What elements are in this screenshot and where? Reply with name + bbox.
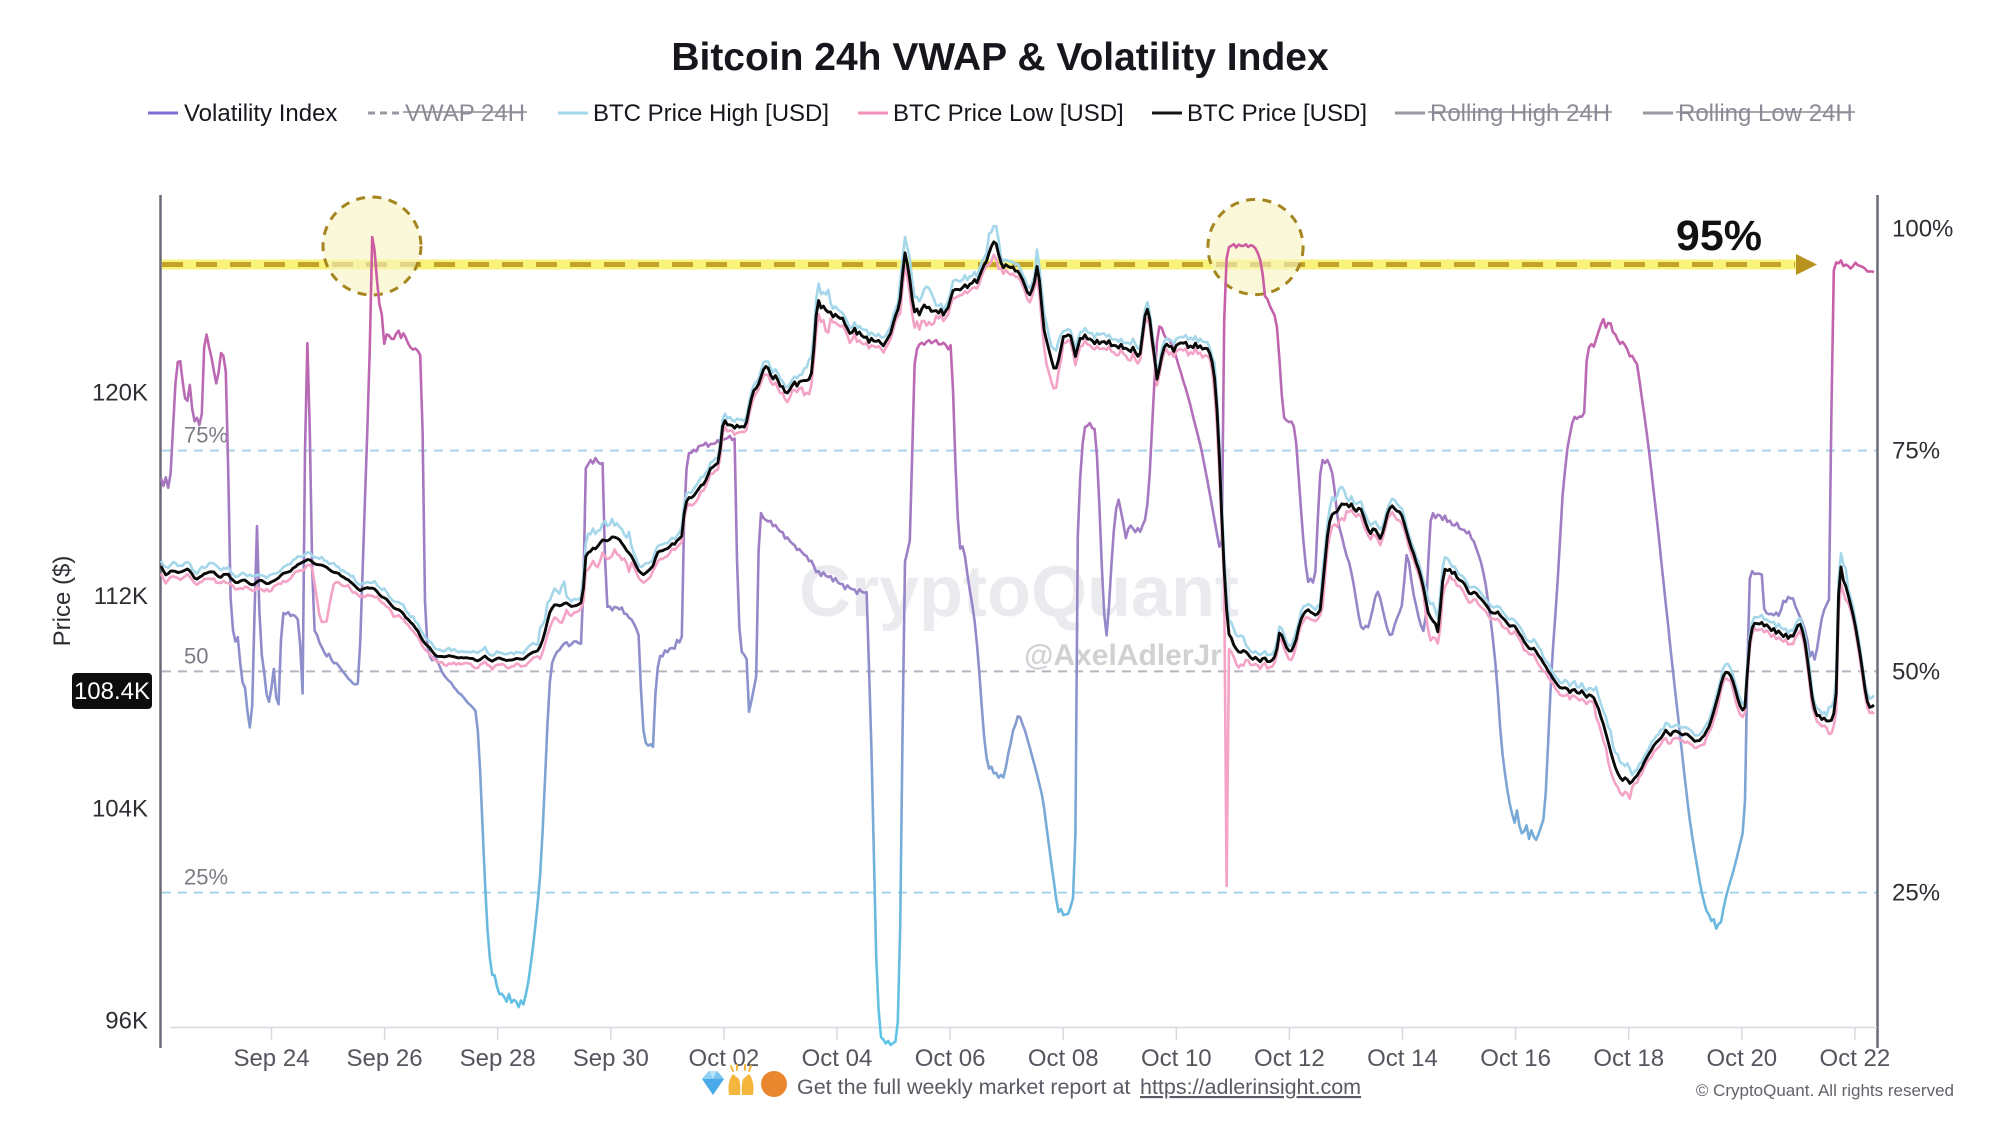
svg-text:Sep 30: Sep 30: [573, 1045, 649, 1072]
svg-text:Oct 04: Oct 04: [802, 1045, 873, 1072]
svg-text:BTC Price [USD]: BTC Price [USD]: [1187, 100, 1367, 127]
svg-text:Oct 08: Oct 08: [1028, 1045, 1099, 1072]
svg-text:Oct 20: Oct 20: [1706, 1045, 1777, 1072]
svg-text:@AxelAdlerJr: @AxelAdlerJr: [1024, 639, 1222, 672]
svg-text:50: 50: [184, 643, 208, 668]
svg-text:Rolling High 24H: Rolling High 24H: [1430, 100, 1610, 127]
svg-text:Sep 24: Sep 24: [233, 1045, 309, 1072]
svg-text:Oct 22: Oct 22: [1820, 1045, 1891, 1072]
svg-text:75%: 75%: [1892, 438, 1940, 465]
svg-text:https://adlerinsight.com: https://adlerinsight.com: [1140, 1075, 1361, 1099]
svg-text:75%: 75%: [184, 423, 228, 448]
svg-text:25%: 25%: [184, 865, 228, 890]
svg-text:50%: 50%: [1892, 658, 1940, 685]
svg-text:Rolling Low 24H: Rolling Low 24H: [1678, 100, 1853, 127]
svg-text:Oct 12: Oct 12: [1254, 1045, 1325, 1072]
svg-text:104K: 104K: [92, 796, 148, 823]
svg-text:Bitcoin 24h VWAP & Volatility: Bitcoin 24h VWAP & Volatility Index: [671, 36, 1329, 79]
svg-text:CryptoQuant: CryptoQuant: [799, 552, 1239, 632]
svg-text:Oct 16: Oct 16: [1480, 1045, 1551, 1072]
svg-text:108.4K: 108.4K: [74, 678, 150, 705]
svg-text:Oct 18: Oct 18: [1593, 1045, 1664, 1072]
svg-text:BTC Price High [USD]: BTC Price High [USD]: [593, 100, 829, 127]
svg-text:112K: 112K: [94, 583, 148, 610]
svg-text:95%: 95%: [1676, 212, 1762, 260]
svg-text:Sep 26: Sep 26: [347, 1045, 423, 1072]
svg-text:Oct 14: Oct 14: [1367, 1045, 1438, 1072]
svg-text:Oct 02: Oct 02: [689, 1045, 760, 1072]
svg-text:© CryptoQuant. All rights rese: © CryptoQuant. All rights reserved: [1696, 1081, 1954, 1100]
svg-text:VWAP 24H: VWAP 24H: [405, 100, 525, 127]
svg-text:100%: 100%: [1892, 216, 1953, 243]
svg-text:Oct 10: Oct 10: [1141, 1045, 1212, 1072]
svg-text:BTC Price Low [USD]: BTC Price Low [USD]: [893, 100, 1124, 127]
svg-text:Sep 28: Sep 28: [460, 1045, 536, 1072]
svg-text:96K: 96K: [105, 1007, 148, 1034]
svg-text:Price ($): Price ($): [49, 556, 76, 647]
svg-text:120K: 120K: [92, 380, 148, 407]
svg-text:25%: 25%: [1892, 880, 1940, 907]
svg-text:Volatility Index: Volatility Index: [184, 100, 337, 127]
svg-text:Oct 06: Oct 06: [915, 1045, 986, 1072]
svg-text:Get the full weekly market rep: Get the full weekly market report at: [797, 1075, 1130, 1099]
